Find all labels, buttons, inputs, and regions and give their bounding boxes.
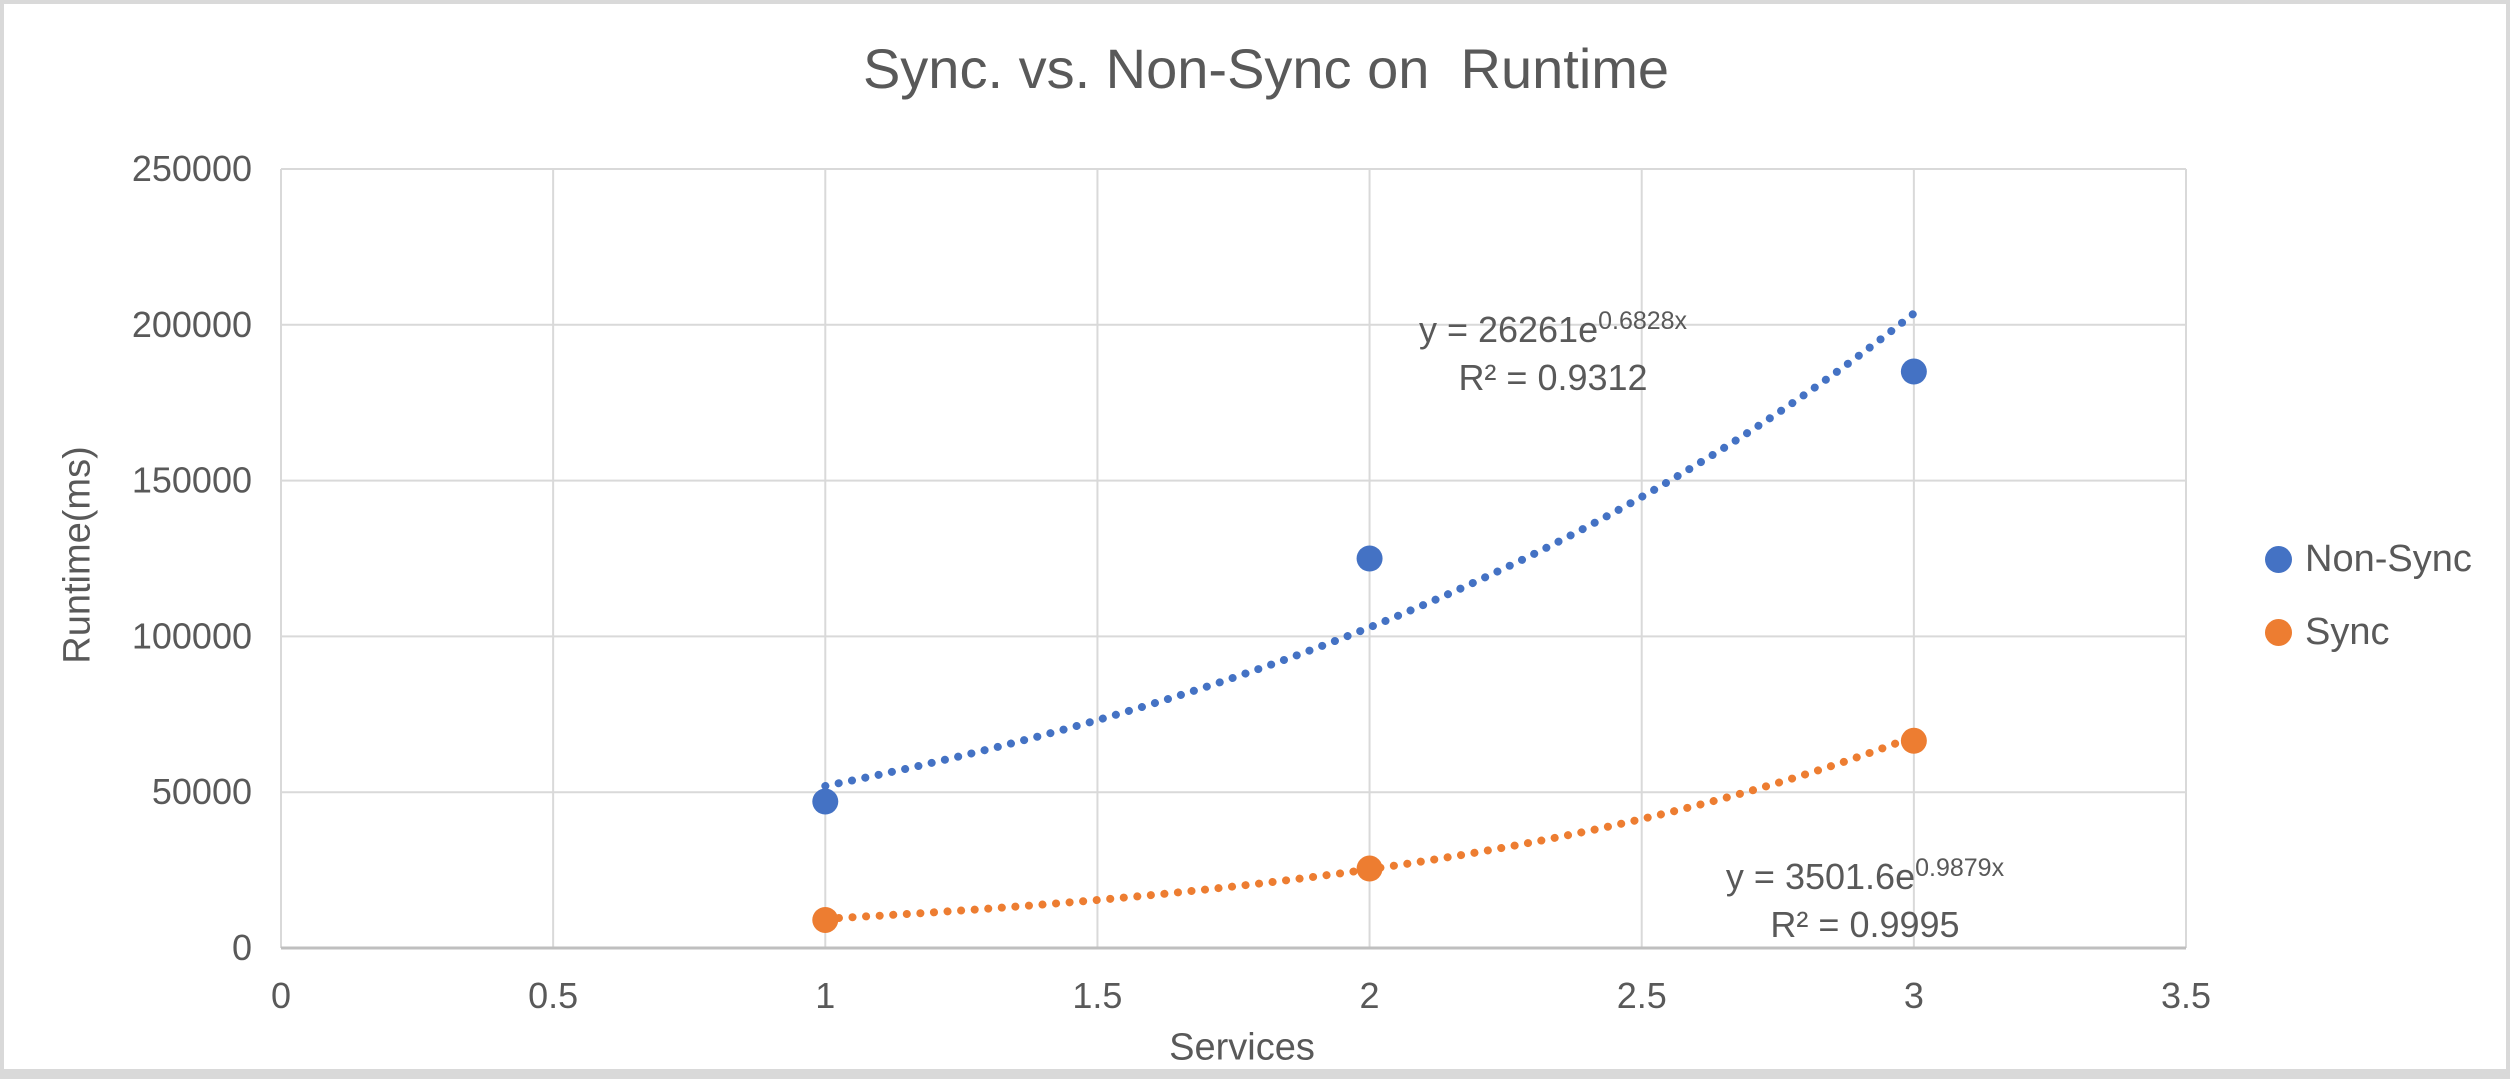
r-squared-line: R² = 0.9312 — [1458, 357, 1648, 398]
data-point-non-sync — [812, 788, 839, 815]
x-tick-label: 1.5 — [1072, 975, 1122, 1016]
equation-exponent: 0.6828x — [1598, 307, 1688, 335]
legend-marker-sync-icon — [2265, 619, 2292, 646]
x-tick-label: 3.5 — [2161, 975, 2211, 1016]
data-point-sync — [1900, 727, 1927, 754]
legend-marker-nonsync-icon — [2265, 546, 2292, 573]
trendline-equation-sync: y = 3501.6e0.9879x R² = 0.9995 — [1726, 853, 2004, 949]
x-tick-label: 1 — [815, 975, 835, 1016]
r-squared-line: R² = 0.9995 — [1770, 904, 1960, 945]
y-tick-label: 150000 — [132, 460, 252, 501]
x-tick-label: 3 — [1904, 975, 1924, 1016]
trendline-equation-nonsync: y = 26261e0.6828x R² = 0.9312 — [1419, 306, 1687, 402]
legend-item-nonsync: Non-Sync — [2265, 538, 2472, 581]
data-point-non-sync — [1356, 545, 1383, 572]
y-axis-title: Runtime(ms) — [56, 446, 99, 664]
trendline-non-sync — [821, 309, 1918, 790]
x-tick-label: 2.5 — [1617, 975, 1667, 1016]
x-axis-title: Services — [1169, 1026, 1315, 1069]
data-point-sync — [1356, 855, 1383, 882]
legend: Non-Sync Sync — [2265, 538, 2472, 654]
x-tick-label: 0.5 — [528, 975, 578, 1016]
chart-title: Sync. vs. Non-Sync on Runtime — [862, 37, 1670, 100]
y-tick-label: 200000 — [132, 304, 252, 345]
legend-item-sync: Sync — [2265, 611, 2472, 654]
y-tick-label: 100000 — [132, 615, 252, 656]
equation-line: y = 3501.6e0.9879x — [1725, 854, 2005, 898]
y-tick-label: 250000 — [132, 148, 252, 189]
y-tick-label: 50000 — [152, 771, 252, 812]
x-tick-label: 2 — [1360, 975, 1380, 1016]
y-tick-label: 0 — [232, 927, 252, 968]
equation-line: y = 26261e0.6828x — [1418, 307, 1688, 351]
data-point-sync — [812, 906, 839, 933]
legend-label-sync: Sync — [2305, 611, 2390, 653]
legend-label-nonsync: Non-Sync — [2305, 538, 2472, 580]
equation-exponent: 0.9879x — [1915, 854, 2005, 882]
x-tick-label: 0 — [271, 975, 291, 1016]
data-point-non-sync — [1900, 358, 1927, 385]
